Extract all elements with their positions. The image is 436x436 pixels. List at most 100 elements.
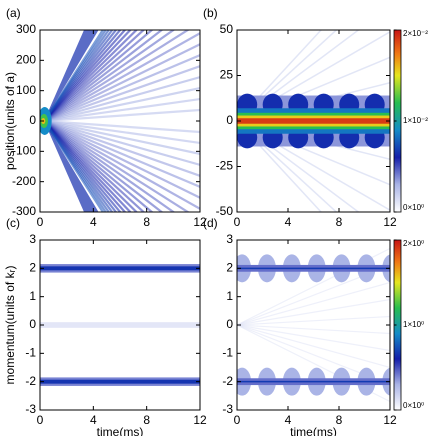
fringe (43, 119, 200, 188)
fringe (43, 43, 200, 122)
heatmap (40, 264, 200, 386)
x-tick-label: 8 (336, 413, 343, 427)
fringe (43, 120, 105, 212)
colorbar-tick-label: 1×10⁻² (403, 116, 428, 125)
streak (237, 324, 390, 369)
y-tick-label: 100 (16, 83, 36, 97)
fringe (43, 120, 139, 212)
fringe (43, 30, 127, 122)
x-tick-label: 0 (37, 413, 44, 427)
y-tick-label: 0 (29, 317, 36, 331)
y-tick-label: -200 (12, 174, 36, 188)
y-tick-label: 2 (29, 261, 36, 275)
heatmap (237, 30, 390, 212)
fringe (43, 120, 132, 212)
band (40, 379, 200, 384)
fringe (43, 119, 200, 155)
y-tick-label: -2 (222, 374, 233, 388)
fringe (43, 32, 200, 122)
fringe (43, 120, 146, 212)
fringe (43, 30, 146, 122)
fringe (43, 54, 200, 123)
fringe (43, 30, 122, 122)
colorbar-tick-label: 2×10⁰ (403, 239, 424, 248)
x-tick-label: 8 (336, 215, 343, 229)
colorbar-tick-label: 0×10⁰ (403, 203, 424, 212)
y-tick-label: 0 (226, 317, 233, 331)
x-tick-label: 8 (143, 215, 150, 229)
fringe (43, 120, 200, 210)
x-tick-label: 4 (90, 215, 97, 229)
fringe (43, 30, 154, 122)
fringe (43, 76, 200, 123)
panel-label: (a) (6, 6, 21, 20)
y-tick-label: 200 (16, 53, 36, 67)
fringe (43, 30, 190, 122)
fringe (43, 65, 200, 123)
y-tick-label: -1 (25, 346, 36, 360)
y-tick-label: 0 (29, 113, 36, 127)
y-tick-label: 300 (16, 22, 36, 36)
x-axis-label: time(ms) (290, 425, 337, 436)
y-tick-label: -100 (12, 144, 36, 158)
streak (237, 281, 390, 326)
y-tick-label: 2 (226, 261, 233, 275)
x-axis-label: time(ms) (97, 425, 144, 436)
streak (237, 324, 390, 335)
y-tick-label: 0 (226, 113, 233, 127)
fringe (43, 30, 105, 122)
x-tick-label: 4 (90, 413, 97, 427)
y-tick-label: -3 (222, 402, 233, 416)
x-tick-label: 12 (193, 413, 207, 427)
y-tick-label: 1 (226, 289, 233, 303)
fringe (43, 30, 164, 122)
faint (40, 322, 200, 328)
colorbar-tick-label: 1×10⁰ (403, 320, 424, 329)
colorbar-tick-label: 2×10⁻² (403, 29, 428, 38)
x-tick-label: 12 (193, 215, 207, 229)
band (40, 266, 200, 271)
streak (237, 298, 390, 326)
y-tick-label: 25 (220, 68, 234, 82)
y-tick-label: -3 (25, 402, 36, 416)
x-tick-label: 12 (383, 413, 397, 427)
fringe (43, 108, 200, 123)
y-tick-label: -300 (12, 204, 36, 218)
x-tick-label: 0 (234, 413, 241, 427)
y-tick-label: 1 (29, 289, 36, 303)
heatmap (237, 247, 390, 403)
fringe (43, 120, 122, 212)
fringe (43, 87, 200, 123)
y-tick-label: 3 (226, 232, 233, 246)
x-tick-label: 8 (143, 413, 150, 427)
panel-label: (c) (6, 216, 20, 230)
fringe (43, 119, 200, 145)
fringe (43, 120, 127, 212)
fringe (43, 119, 200, 177)
y-tick-label: -1 (222, 346, 233, 360)
fringe (43, 120, 154, 212)
fringe (43, 120, 190, 212)
panel-label: (b) (203, 6, 218, 20)
panel-label: (d) (203, 216, 218, 230)
x-tick-label: 4 (285, 413, 292, 427)
fringe (43, 120, 176, 212)
streak (237, 30, 323, 122)
front (44, 121, 99, 212)
fringe (43, 97, 200, 123)
y-tick-label: 3 (29, 232, 36, 246)
streak (237, 315, 390, 326)
band (237, 118, 390, 124)
y-tick-label: -2 (25, 374, 36, 388)
y-axis-label: momentum(units of kᵣ) (3, 266, 17, 385)
fringe (43, 30, 132, 122)
y-tick-label: 50 (220, 22, 234, 36)
front (44, 30, 99, 121)
x-tick-label: 12 (383, 215, 397, 229)
fringe (43, 119, 200, 134)
fringe (43, 120, 200, 199)
y-axis-label: position(units of a) (3, 72, 17, 170)
y-tick-label: -50 (216, 204, 234, 218)
heatmap (40, 30, 200, 212)
fringe (43, 30, 139, 122)
